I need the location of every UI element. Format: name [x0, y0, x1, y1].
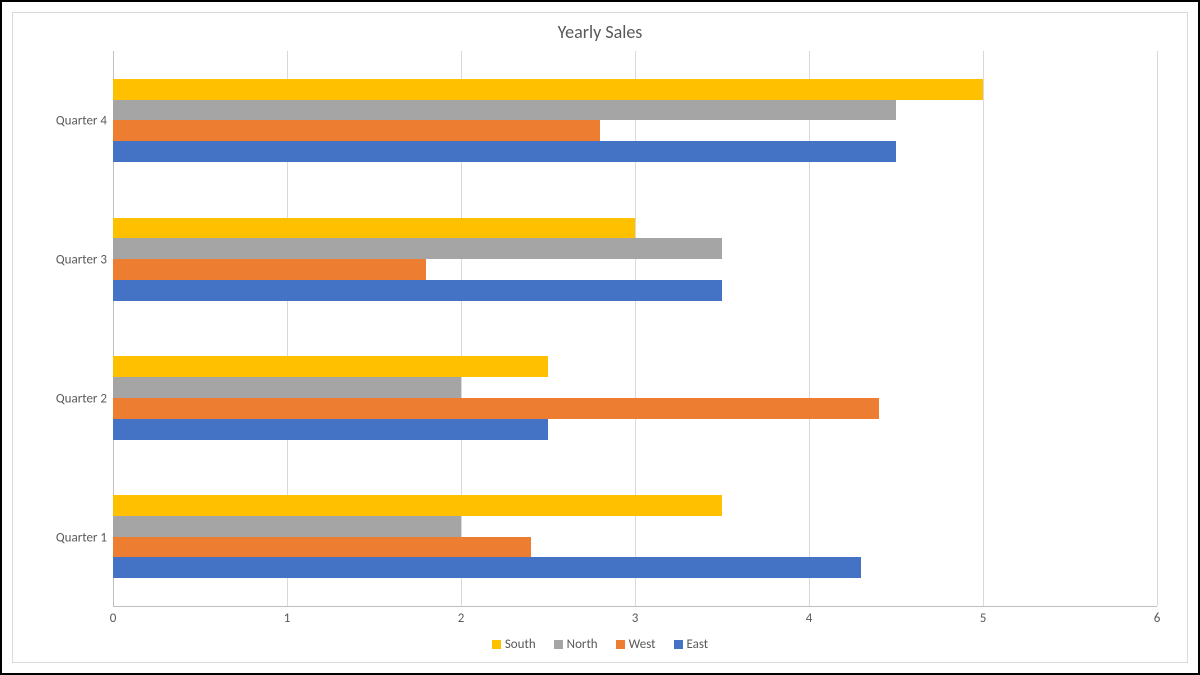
x-tick-label: 1 — [284, 611, 291, 626]
legend-label: East — [687, 637, 709, 652]
gridline — [1157, 51, 1158, 606]
bar-south — [113, 79, 983, 100]
y-tick-label: Quarter 3 — [56, 252, 107, 267]
x-tick-label: 6 — [1154, 611, 1161, 626]
bar-west — [113, 398, 879, 419]
x-tick-label: 5 — [980, 611, 987, 626]
legend-swatch-icon — [674, 640, 683, 649]
legend: South North West East — [13, 631, 1187, 662]
legend-item-south: South — [492, 637, 536, 652]
bar-west — [113, 259, 426, 280]
bar-north — [113, 100, 896, 121]
xtick-spacer — [23, 611, 113, 631]
legend-label: West — [629, 637, 656, 652]
x-tick-label: 0 — [110, 611, 117, 626]
gridline — [983, 51, 984, 606]
bar-east — [113, 419, 548, 440]
plot-wrap: Quarter 4 Quarter 3 Quarter 2 Quarter 1 — [13, 47, 1187, 607]
bar-north — [113, 516, 461, 537]
legend-label: North — [567, 637, 598, 652]
legend-swatch-icon — [554, 640, 563, 649]
bar-north — [113, 377, 461, 398]
legend-item-west: West — [616, 637, 656, 652]
bar-south — [113, 495, 722, 516]
x-tick-label: 3 — [632, 611, 639, 626]
bar-east — [113, 280, 722, 301]
chart-title: Yearly Sales — [13, 13, 1187, 47]
outer-frame: Yearly Sales Quarter 4 Quarter 3 Quarter 2… — [0, 0, 1200, 675]
bar-south — [113, 218, 635, 239]
x-axis-labels: 0123456 — [113, 611, 1157, 631]
x-tick-label: 2 — [458, 611, 465, 626]
y-tick-label: Quarter 4 — [56, 113, 107, 128]
bar-east — [113, 141, 896, 162]
legend-swatch-icon — [616, 640, 625, 649]
bar-south — [113, 356, 548, 377]
bar-north — [113, 238, 722, 259]
plot-area — [113, 51, 1157, 607]
legend-label: South — [505, 637, 536, 652]
bar-east — [113, 557, 861, 578]
legend-swatch-icon — [492, 640, 501, 649]
legend-item-north: North — [554, 637, 598, 652]
bar-west — [113, 120, 600, 141]
y-axis-labels: Quarter 4 Quarter 3 Quarter 2 Quarter 1 — [23, 51, 113, 607]
bar-west — [113, 537, 531, 558]
gridline — [809, 51, 810, 606]
y-tick-label: Quarter 1 — [56, 530, 107, 545]
y-tick-label: Quarter 2 — [56, 391, 107, 406]
x-tick-label: 4 — [806, 611, 813, 626]
chart-frame: Yearly Sales Quarter 4 Quarter 3 Quarter 2… — [12, 12, 1188, 663]
legend-item-east: East — [674, 637, 709, 652]
gridline — [635, 51, 636, 606]
x-axis-row: 0 1 2 3 4 5 6 — [13, 607, 1187, 631]
